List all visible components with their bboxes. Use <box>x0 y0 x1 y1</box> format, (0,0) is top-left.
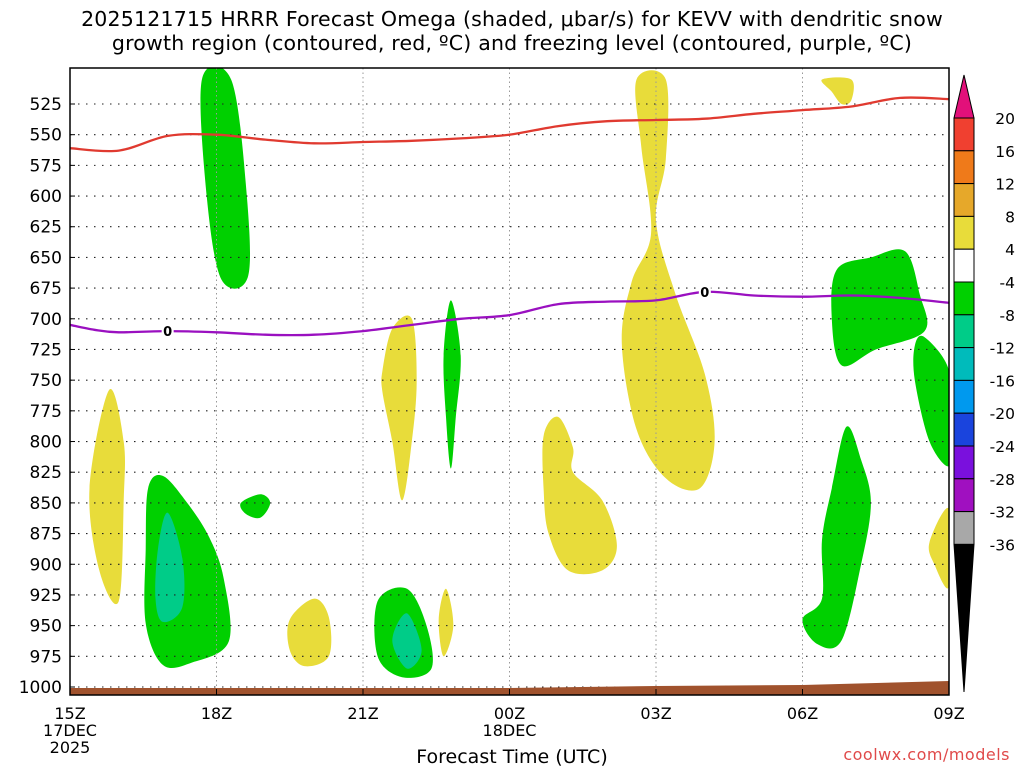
omega-region-4 <box>240 494 271 519</box>
y-tick-label-925: 925 <box>30 586 62 606</box>
colorbar-segment-2 <box>953 150 975 185</box>
y-tick-label-700: 700 <box>30 310 62 330</box>
y-tick-label-750: 750 <box>30 371 62 391</box>
y-tick-label-600: 600 <box>30 187 62 207</box>
omega-region-16 <box>928 507 949 589</box>
omega-region-10 <box>443 300 461 469</box>
omega-region-9 <box>381 315 417 501</box>
chart-title-line-2: growth region (contoured, red, ºC) and f… <box>111 31 913 55</box>
y-tick-label-950: 950 <box>30 617 62 637</box>
x-tick-label-0-1: 17DEC <box>43 721 97 740</box>
colorbar-label-10: -24 <box>990 438 1015 456</box>
colorbar-segment-8 <box>953 347 975 381</box>
colorbar-label-4: 4 <box>1005 241 1015 259</box>
omega-region-17 <box>821 77 854 105</box>
omega-colorbar: 20 16 12 8 4 -4 -8 -12 -16 -20 -24 -28 -32 -36 <box>953 74 1015 693</box>
x-tick-label-0-0: 15Z <box>54 704 85 723</box>
colorbar-label-9: -20 <box>990 405 1015 423</box>
x-tick-label-15-0: 06Z <box>787 704 818 723</box>
omega-region-0 <box>200 68 251 289</box>
colorbar-label-1: 16 <box>995 143 1015 161</box>
y-tick-label-525: 525 <box>30 95 62 115</box>
y-tick-label-800: 800 <box>30 433 62 453</box>
colorbar-bottom-arrow <box>953 543 975 693</box>
colorbar-label-13: -36 <box>990 536 1015 554</box>
freezing-level-label-1: 0 <box>700 286 709 301</box>
x-tick-label-9-0: 00Z <box>494 704 525 723</box>
colorbar-segment-10 <box>953 412 975 447</box>
terrain-ground <box>70 681 949 695</box>
colorbar-label-5: -4 <box>1000 274 1015 292</box>
y-tick-label-900: 900 <box>30 555 62 575</box>
colorbar-label-7: -12 <box>990 340 1015 358</box>
chart-title: 2025121715 HRRR Forecast Omega (shaded, … <box>0 7 1024 55</box>
colorbar-label-2: 12 <box>995 176 1015 194</box>
colorbar-top-arrow <box>953 74 975 119</box>
freezing-level-label-bg-1 <box>698 283 711 299</box>
y-tick-label-825: 825 <box>30 463 62 483</box>
colorbar-label-12: -32 <box>990 504 1015 522</box>
omega-region-3 <box>155 512 185 623</box>
dgz-contour-line <box>70 96 949 153</box>
y-tick-label-850: 850 <box>30 494 62 514</box>
colorbar-segment-5 <box>953 248 975 283</box>
y-tick-label-975: 975 <box>30 647 62 667</box>
colorbar-segment-9 <box>953 379 975 414</box>
y-tick-label-675: 675 <box>30 279 62 299</box>
y-tick-label-550: 550 <box>30 126 62 146</box>
colorbar-segment-11 <box>953 445 975 480</box>
x-tick-label-9-1: 18DEC <box>483 721 537 740</box>
plot-grid <box>70 68 949 695</box>
freezing-level-label-bg-0 <box>161 323 174 339</box>
x-tick-label-0-2: 2025 <box>50 738 91 757</box>
x-tick-label-18-0: 09Z <box>933 704 964 723</box>
colorbar-label-0: 20 <box>995 110 1015 128</box>
omega-region-7 <box>392 613 422 669</box>
y-tick-label-1000: 1000 <box>19 678 62 698</box>
colorbar-segment-1 <box>953 117 975 152</box>
omega-shading <box>89 68 949 678</box>
y-tick-label-625: 625 <box>30 218 62 238</box>
colorbar-segment-12 <box>953 478 975 513</box>
colorbar-segment-4 <box>953 215 975 250</box>
contour-lines: 00 <box>70 96 949 340</box>
pressure-axis: 525 550 575 600 625 650 675 700 725 750 775 800 825 8… <box>19 95 75 698</box>
site-credit: coolwx.com/models <box>843 745 1010 764</box>
omega-region-5 <box>287 598 332 667</box>
freezing-level-label-0: 0 <box>163 325 172 340</box>
x-tick-label-12-0: 03Z <box>640 704 671 723</box>
y-tick-label-875: 875 <box>30 525 62 545</box>
y-tick-label-725: 725 <box>30 340 62 360</box>
x-axis-title: Forecast Time (UTC) <box>416 746 608 768</box>
colorbar-segment-13 <box>953 511 975 545</box>
colorbar-label-6: -8 <box>1000 307 1015 325</box>
terrain-layer <box>70 681 949 695</box>
x-tick-label-3-0: 18Z <box>201 704 232 723</box>
colorbar-label-11: -28 <box>990 471 1015 489</box>
x-tick-label-6-0: 21Z <box>347 704 378 723</box>
omega-region-11 <box>542 416 617 575</box>
y-tick-label-775: 775 <box>30 402 62 422</box>
colorbar-segment-7 <box>953 314 975 349</box>
colorbar-label-3: 8 <box>1005 208 1015 226</box>
omega-region-12 <box>621 70 715 491</box>
omega-region-8 <box>438 588 454 657</box>
omega-region-14 <box>913 335 949 467</box>
y-tick-label-650: 650 <box>30 248 62 268</box>
chart-title-line-1: 2025121715 HRRR Forecast Omega (shaded, … <box>81 7 943 31</box>
y-tick-label-575: 575 <box>30 156 62 176</box>
omega-region-13 <box>831 249 928 367</box>
colorbar-label-8: -16 <box>990 372 1015 390</box>
omega-region-15 <box>802 426 871 649</box>
colorbar-segment-3 <box>953 183 975 217</box>
omega-region-1 <box>89 389 126 605</box>
colorbar-segment-6 <box>953 281 975 316</box>
